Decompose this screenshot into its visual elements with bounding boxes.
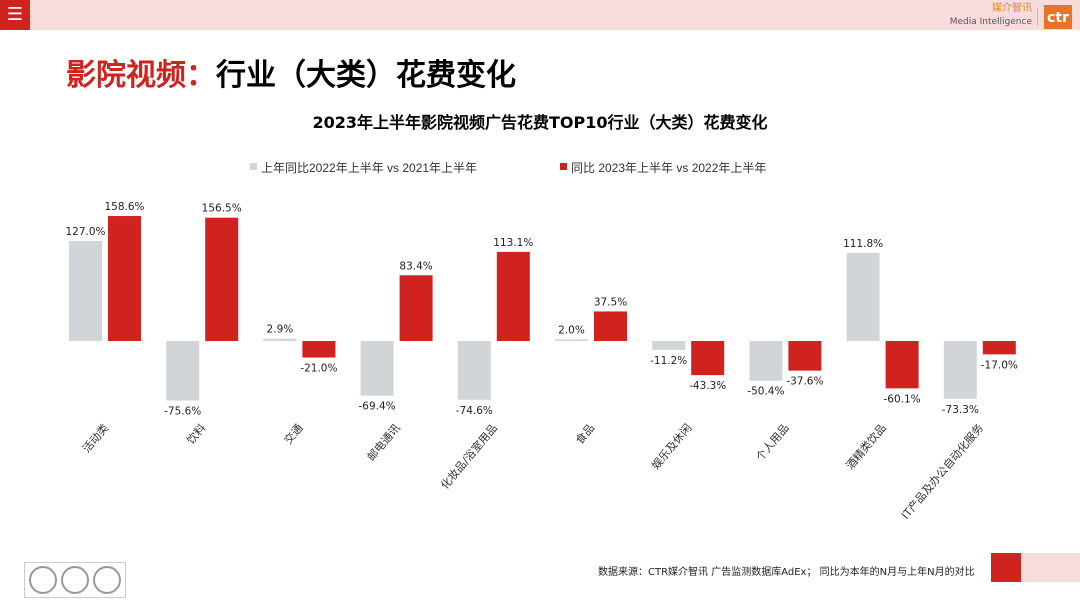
ctr-logo: ctr <box>1044 5 1072 29</box>
bar <box>302 341 336 358</box>
data-label: 2.9% <box>267 324 294 336</box>
data-label: 113.1% <box>493 237 533 249</box>
data-label: -21.0% <box>300 363 337 375</box>
bar <box>885 341 919 389</box>
data-label: 156.5% <box>202 203 242 215</box>
footer-red-block <box>991 553 1021 582</box>
data-label: -17.0% <box>981 359 1018 371</box>
data-label: -60.1% <box>884 393 921 405</box>
sgs-seal-icon <box>61 566 89 594</box>
data-label: -43.3% <box>689 380 726 392</box>
page-title-prefix: 影院视频： <box>66 58 216 93</box>
category-label: 食品 <box>572 421 597 447</box>
data-label: -74.6% <box>456 405 493 417</box>
top-bar <box>0 0 1080 30</box>
footer-pink-block <box>1021 553 1080 582</box>
bar <box>205 217 239 341</box>
legend-swatch <box>250 163 257 170</box>
bar <box>457 341 491 400</box>
data-label: -69.4% <box>359 401 396 413</box>
category-label: 活动类 <box>79 421 111 455</box>
bar <box>263 338 297 341</box>
bar <box>788 341 822 371</box>
data-label: -73.3% <box>942 404 979 416</box>
hamburger-icon: ☰ <box>6 4 24 25</box>
data-source-note: 数据来源：CTR媒介智讯 广告监测数据库AdEx； 同比为本年的N月与上年N月的… <box>598 567 975 578</box>
bar <box>360 341 394 396</box>
category-label: 娱乐及休闲 <box>648 421 694 472</box>
menu-button[interactable]: ☰ <box>0 0 30 30</box>
category-label: 饮料 <box>184 421 209 447</box>
bar <box>166 341 200 401</box>
bar <box>555 339 588 341</box>
bar <box>846 252 880 341</box>
page-title: 影院视频：行业（大类）花费变化 <box>66 50 516 94</box>
data-label: 83.4% <box>399 260 432 272</box>
logo-divider <box>1037 8 1038 26</box>
category-label: 酒精类饮品 <box>843 421 889 472</box>
category-label: 邮电通讯 <box>365 422 403 464</box>
bar <box>399 275 433 341</box>
logo-cn: 媒介智讯 <box>992 3 1032 14</box>
chart-title: 2023年上半年影院视频广告花费TOP10行业（大类）花费变化 <box>312 113 768 132</box>
bar <box>749 341 783 381</box>
legend-label: 上年同比2022年上半年 vs 2021年上半年 <box>261 161 477 175</box>
data-label: -50.4% <box>747 386 784 398</box>
bar <box>108 216 141 341</box>
legend-label: 同比 2023年上半年 vs 2022年上半年 <box>571 161 766 175</box>
page-title-main: 行业（大类）花费变化 <box>216 58 516 93</box>
category-label: 交通 <box>281 421 306 447</box>
bar <box>69 240 102 341</box>
sgs-seal-icon <box>29 566 57 594</box>
category-label: 化妆品/浴室用品 <box>437 421 500 492</box>
category-label: IT产品及办公自动化服务 <box>898 421 986 522</box>
bar <box>594 311 627 341</box>
bar <box>691 341 725 376</box>
bar <box>943 341 977 399</box>
data-label: 111.8% <box>843 238 883 250</box>
category-label: 个人用品 <box>753 422 791 464</box>
sgs-seal-icon <box>93 566 121 594</box>
certification-seals <box>24 562 126 598</box>
bar <box>496 251 530 341</box>
data-label: 158.6% <box>104 201 144 213</box>
data-label: -75.6% <box>164 406 201 418</box>
data-label: 37.5% <box>594 296 627 308</box>
bar <box>652 341 686 350</box>
logo-en: Media Intelligence <box>949 17 1032 27</box>
data-label: 2.0% <box>558 324 585 336</box>
data-label: -37.6% <box>786 376 823 388</box>
bar <box>982 341 1016 355</box>
data-label: -11.2% <box>650 355 687 367</box>
legend-swatch <box>560 163 567 170</box>
data-label: 127.0% <box>65 226 105 238</box>
